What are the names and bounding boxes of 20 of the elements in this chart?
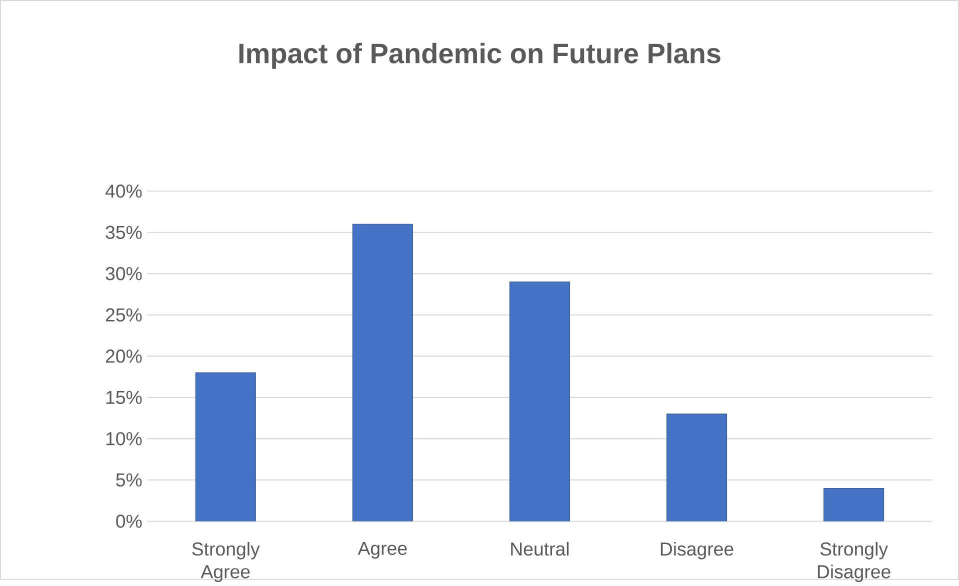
x-tick-label: Strongly Agree — [192, 542, 260, 582]
y-tick-label: 10% — [106, 432, 142, 446]
x-tick-label: Neutral — [511, 542, 569, 556]
y-tick-label: 20% — [106, 349, 142, 363]
y-tick-label: 40% — [105, 184, 142, 198]
bar — [195, 372, 256, 521]
y-tick-label: 30% — [106, 266, 142, 280]
x-tick-label: Disagree — [660, 542, 734, 560]
y-tick-label: 0% — [116, 514, 142, 528]
y-tick-label: 35% — [106, 226, 142, 239]
chart-title: Impact of Pandemic on Future Plans — [239, 42, 720, 69]
bar — [666, 413, 728, 521]
y-tick-label: 5% — [116, 473, 142, 486]
y-tick-label: 15% — [106, 390, 142, 404]
x-tick-label: Agree — [358, 542, 407, 558]
bar — [352, 224, 413, 521]
y-tick-label: 25% — [106, 308, 142, 322]
bar — [824, 488, 884, 521]
x-tick-label: Strongly Disagree — [818, 542, 890, 582]
bar — [509, 281, 570, 521]
